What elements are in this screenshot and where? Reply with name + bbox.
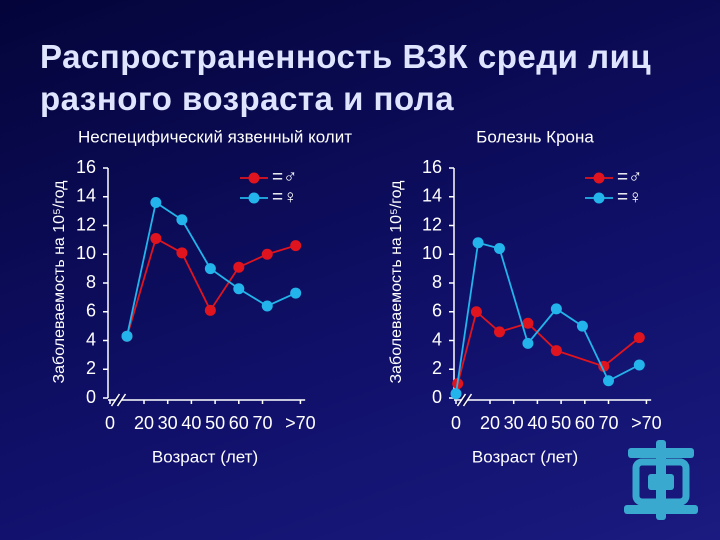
x-axis-label: Возраст (лет) [472,447,578,466]
y-tick-label: 14 [76,186,96,206]
y-tick-label: 6 [86,301,96,321]
slide-title: Распространенность ВЗК среди лиц разного… [40,38,652,117]
y-tick-label: 0 [86,387,96,407]
x-tick-label: 50 [551,413,571,433]
x-tick-label: 20 [480,413,500,433]
point [176,214,188,226]
y-tick-label: 8 [86,272,96,292]
point [150,197,162,208]
y-tick-label: 16 [76,157,96,177]
point [550,303,562,315]
point [522,317,534,329]
legend-marker [248,192,260,204]
series-line [456,310,640,384]
point [290,287,302,299]
x-tick-label: 60 [229,413,249,433]
point [121,330,133,342]
x-tick-label: >70 [285,413,316,433]
y-tick-label: 12 [76,214,96,234]
y-tick-label: 4 [432,329,442,349]
point [493,243,505,254]
point [450,388,462,400]
logo [624,440,698,520]
point [472,237,484,249]
point [576,320,588,332]
x-tick-label: 30 [504,413,524,433]
axis-break [110,393,121,407]
point [633,332,645,344]
point [493,326,505,338]
x-tick-label: 70 [252,413,272,433]
x-tick-label: >70 [631,413,662,433]
y-tick-label: 12 [422,214,442,234]
legend-label: =♂ [617,167,642,188]
chart-title: Болезнь Крона [476,127,594,146]
y-tick-label: 16 [422,157,442,177]
point [204,263,216,275]
x-tick-label: 50 [205,413,225,433]
legend-label: =♂ [272,167,297,188]
point [176,247,188,259]
x-tick-label: 30 [158,413,178,433]
y-tick-label: 10 [422,243,442,263]
axis-break [462,393,473,407]
y-tick-label: 4 [86,329,96,349]
x-tick-label: 20 [134,413,154,433]
axis-break [456,393,467,407]
y-tick-label: 8 [432,272,442,292]
point [470,306,482,318]
point [522,337,534,349]
y-axis-label: Заболеваемость на 10⁵/год [51,180,68,384]
legend-label: =♀ [272,187,297,208]
point [233,283,245,295]
y-tick-label: 2 [86,358,96,378]
legend-marker [248,172,260,184]
point [290,240,302,252]
legend-label: =♀ [617,187,642,208]
y-tick-label: 2 [432,358,442,378]
point [633,359,645,371]
x-tick-label: 40 [527,413,547,433]
y-tick-label: 10 [76,243,96,263]
point [150,232,162,244]
point [550,345,562,357]
axis-break-gap [461,395,468,405]
point [204,304,216,316]
y-tick-label: 14 [422,186,442,206]
x-tick-label: 70 [598,413,618,433]
x-tick-label: 60 [575,413,595,433]
x-tick-label: 0 [105,413,115,433]
y-tick-label: 0 [432,387,442,407]
legend-marker [593,192,605,204]
axis-break-gap [115,395,122,405]
point [603,375,614,387]
axis-break [116,393,127,407]
x-tick-label: 0 [451,413,461,433]
point [261,248,273,260]
legend-marker [593,172,605,184]
chart-title: Неспецифический язвенный колит [78,127,352,146]
point [233,261,245,273]
x-tick-label: 40 [181,413,201,433]
point [261,300,273,312]
y-axis-label: Заболеваемость на 10⁵/год [388,180,405,384]
y-tick-label: 6 [432,301,442,321]
x-axis-label: Возраст (лет) [152,447,258,466]
